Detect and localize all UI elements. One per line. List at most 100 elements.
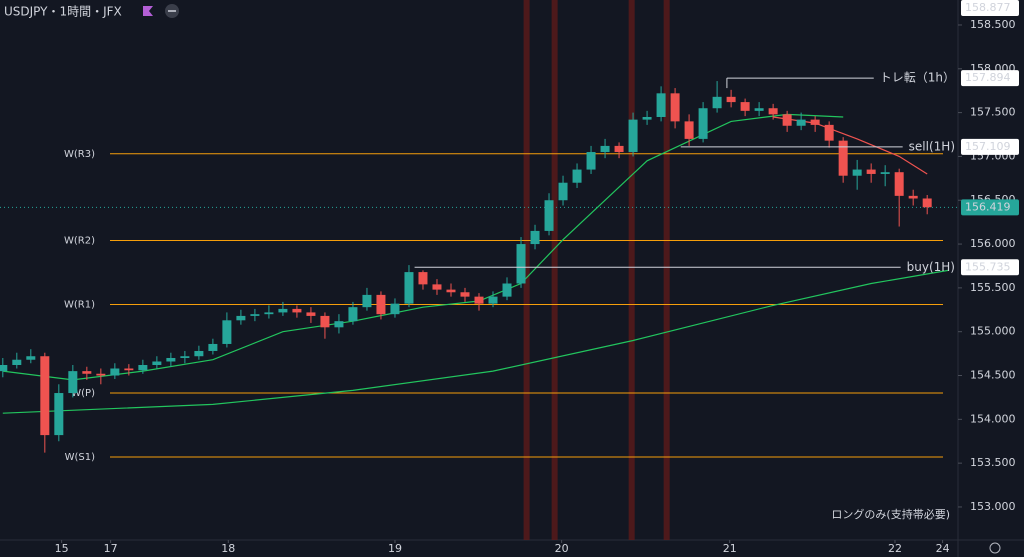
candle-body xyxy=(656,93,666,117)
highlight-band xyxy=(523,0,530,540)
candle-body xyxy=(446,289,456,293)
price-tag-label: 155.735 xyxy=(965,260,1011,273)
pivot-label: W(P) xyxy=(71,388,95,399)
price-tag-label: 156.419 xyxy=(965,200,1011,213)
candle-body xyxy=(166,357,176,362)
candle-body xyxy=(264,312,274,315)
candle-body xyxy=(320,315,330,328)
candle-body xyxy=(754,108,764,111)
candle-body xyxy=(474,296,484,304)
candle-body xyxy=(40,356,50,436)
candle-body xyxy=(824,124,834,141)
candle-body xyxy=(684,121,694,139)
candle-body xyxy=(670,93,680,122)
candle-body xyxy=(866,169,876,174)
y-tick-label: 157.500 xyxy=(970,106,1016,119)
candle-body xyxy=(292,308,302,313)
candle-body xyxy=(600,145,610,153)
candle-body xyxy=(54,393,64,436)
x-tick-label: 19 xyxy=(388,542,402,555)
candle-body xyxy=(698,108,708,139)
candle-body xyxy=(740,102,750,111)
candle-body xyxy=(544,200,554,231)
price-tag xyxy=(961,199,1019,216)
x-tick-label: 20 xyxy=(555,542,569,555)
candle-body xyxy=(488,296,498,304)
candle-body xyxy=(922,198,932,208)
y-tick-label: 154.000 xyxy=(970,412,1016,425)
candle-body xyxy=(68,371,78,394)
candle-body xyxy=(908,195,918,199)
y-tick-label: 153.000 xyxy=(970,500,1016,513)
candle-body xyxy=(586,152,596,170)
y-tick-label: 155.500 xyxy=(970,281,1016,294)
x-tick-label: 17 xyxy=(104,542,118,555)
candle-body xyxy=(26,356,36,360)
candle-body xyxy=(572,169,582,183)
candle-body xyxy=(390,303,400,315)
candle-body xyxy=(194,350,204,357)
annotation-label: buy(1H) xyxy=(907,260,955,274)
settings-icon[interactable] xyxy=(989,542,1001,554)
pivot-label: W(R2) xyxy=(64,236,95,247)
price-tag xyxy=(961,138,1019,155)
y-tick-label: 158.500 xyxy=(970,18,1016,31)
x-tick-label: 18 xyxy=(221,542,235,555)
candle-body xyxy=(250,314,260,316)
annotation-label: sell(1H) xyxy=(909,139,955,153)
candle-body xyxy=(558,182,568,201)
moving-average xyxy=(2,269,949,414)
annotation-label: トレ転（1h） xyxy=(880,71,955,85)
price-tag-label: 158.877 xyxy=(965,1,1011,14)
candle-body xyxy=(0,364,8,372)
candle-body xyxy=(502,283,512,297)
candle-body xyxy=(628,119,638,153)
candle-body xyxy=(306,312,316,316)
price-tag xyxy=(961,259,1019,276)
pivot-label: W(R3) xyxy=(64,149,95,160)
candle-body xyxy=(110,368,120,376)
x-tick-label: 22 xyxy=(888,542,902,555)
candle-body xyxy=(418,272,428,285)
y-tick-label: 153.500 xyxy=(970,456,1016,469)
highlight-band xyxy=(628,0,635,540)
flag-icon[interactable] xyxy=(143,6,153,16)
candle-body xyxy=(796,119,806,126)
candle-body xyxy=(614,145,624,153)
x-tick-label: 21 xyxy=(723,542,737,555)
highlight-band xyxy=(663,0,670,540)
candle-body xyxy=(348,307,358,322)
candle-body xyxy=(362,294,372,308)
candle-body xyxy=(894,172,904,196)
candle-body xyxy=(530,230,540,245)
highlight-band xyxy=(551,0,558,540)
candle-body xyxy=(278,308,288,313)
x-tick-label: 15 xyxy=(55,542,69,555)
candle-body xyxy=(460,292,470,297)
x-tick-label: 24 xyxy=(936,542,950,555)
candle-body xyxy=(880,172,890,174)
note: ロングのみ(支持帯必要) xyxy=(831,507,950,521)
y-tick-label: 154.500 xyxy=(970,369,1016,382)
candle-body xyxy=(852,169,862,176)
candle-body xyxy=(810,119,820,125)
candle-body xyxy=(152,361,162,365)
candle-body xyxy=(12,359,22,365)
candle-body xyxy=(782,114,792,126)
candle-body xyxy=(138,364,148,371)
candle-body xyxy=(726,96,736,103)
candle-body xyxy=(124,368,134,371)
candle-body xyxy=(376,294,386,315)
price-tag xyxy=(961,70,1019,87)
candle-body xyxy=(516,244,526,284)
candle-body xyxy=(208,343,218,351)
price-tag xyxy=(961,0,1019,16)
candle-body xyxy=(404,272,414,304)
candle-body xyxy=(180,356,190,358)
y-tick-label: 155.000 xyxy=(970,325,1016,338)
candle-body xyxy=(432,284,442,290)
